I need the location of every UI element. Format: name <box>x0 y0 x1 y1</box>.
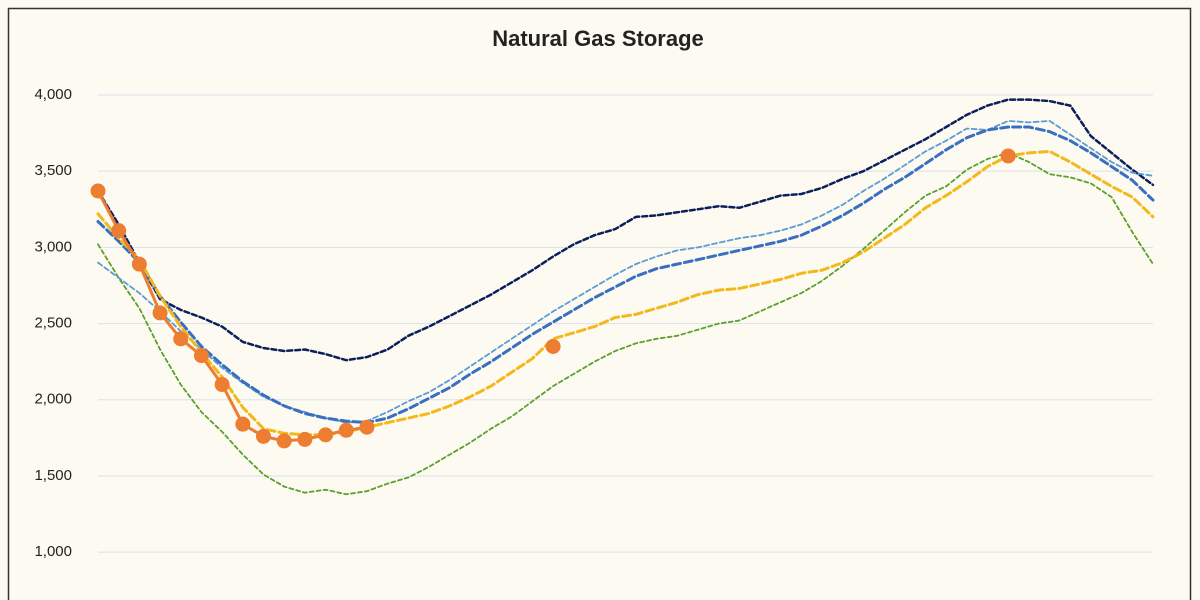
y-tick-label: 2,000 <box>34 391 72 408</box>
series-marker <box>111 223 127 239</box>
y-tick-label: 4,000 <box>34 86 72 103</box>
series-marker <box>297 431 313 447</box>
y-tick-label: 1,500 <box>34 467 72 484</box>
series-marker <box>90 183 106 199</box>
series-marker <box>131 256 147 272</box>
series-line <box>96 149 1155 437</box>
chart-title: Natural Gas Storage <box>492 26 704 51</box>
series-marker <box>338 422 354 438</box>
series-marker <box>235 416 251 432</box>
series-marker <box>152 305 168 321</box>
series-marker <box>359 419 375 435</box>
chart-frame <box>7 7 1192 600</box>
y-tick-label: 3,000 <box>34 238 72 255</box>
y-tick-label: 1,000 <box>34 543 72 560</box>
series-marker <box>255 428 271 444</box>
series-marker <box>318 427 334 443</box>
y-tick-label: 3,500 <box>34 162 72 179</box>
series-line <box>96 125 1155 425</box>
series-marker <box>214 377 230 393</box>
series-marker <box>545 338 561 354</box>
series-line <box>97 152 1154 496</box>
y-tick-label: 2,500 <box>34 315 72 332</box>
series-marker <box>1000 148 1016 164</box>
series-marker <box>193 348 209 364</box>
series-marker <box>173 331 189 347</box>
series-line <box>96 98 1155 362</box>
series-marker <box>276 433 292 449</box>
